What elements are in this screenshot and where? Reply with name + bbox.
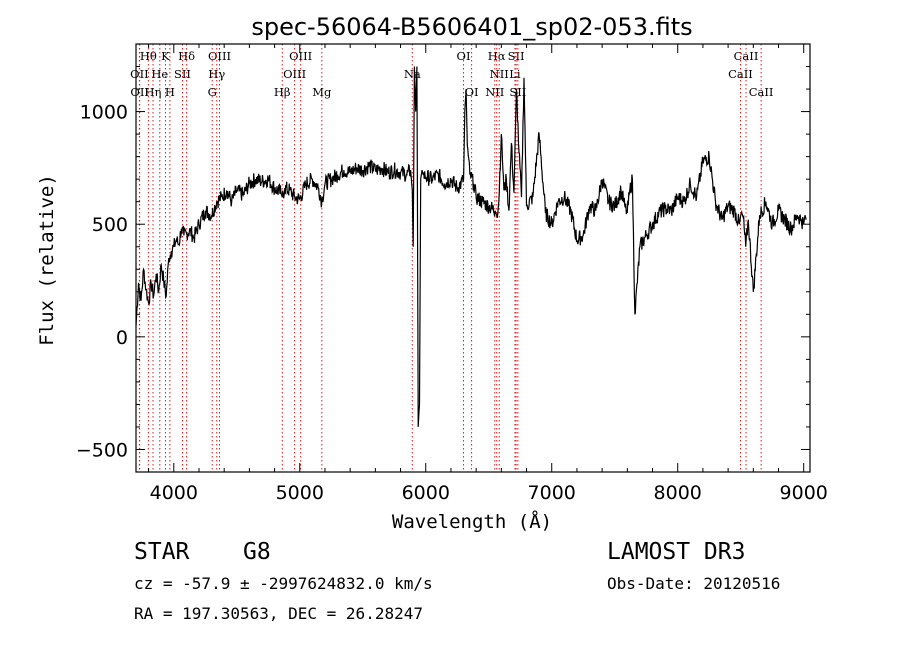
spectral-line-label: Hα (488, 49, 506, 63)
y-tick-label: 0 (116, 327, 128, 349)
spectral-line-label: NII (485, 85, 504, 99)
y-axis-label: Flux (relative) (36, 174, 58, 346)
x-tick-label: 9000 (780, 482, 828, 504)
x-tick-label: 7000 (528, 482, 576, 504)
spectral-line-label: H (165, 85, 175, 99)
spectral-line-label: OIII (283, 67, 306, 81)
chart-title: spec-56064-B5606401_sp02-053.fits (251, 13, 692, 41)
x-axis-ticks: 4000 5000 6000 7000 8000 9000 (148, 44, 828, 504)
spectral-line-label: SII (174, 67, 191, 81)
spectral-line-label: SII (508, 49, 525, 63)
x-axis-label: Wavelength (Å) (392, 510, 552, 533)
spectrum-series (135, 66, 807, 427)
object-class: STAR (134, 539, 190, 565)
x-tick-label: 6000 (402, 482, 450, 504)
spectral-line-label: OIII (289, 49, 312, 63)
spectral-line-label: OIII (208, 49, 231, 63)
spectral-line-label: OII (130, 67, 149, 81)
spectral-line-label: Hη (145, 85, 162, 99)
y-tick-label: 1000 (80, 102, 128, 124)
object-subclass: G8 (243, 539, 271, 565)
spectral-line-markers: Hθ OII OII K He Hη Hδ SII H OIII Hγ G OIII OIII Hβ Mg Na… (130, 44, 773, 472)
plot-frame (135, 43, 811, 473)
spectral-line-label: G (208, 85, 217, 99)
spectral-line-label: Hγ (208, 67, 225, 81)
coordinates: RA = 197.30563, DEC = 26.28247 (134, 604, 423, 623)
spectral-line-label: SII (509, 85, 526, 99)
x-tick-label: 8000 (654, 482, 702, 504)
spectral-line-label: Li (509, 67, 521, 81)
spectral-line-label: OI (465, 85, 479, 99)
spectral-line-label: CaII (749, 85, 774, 99)
y-tick-label: 500 (92, 214, 128, 236)
spectral-line-label: K (161, 49, 170, 63)
spectral-line-label: He (151, 67, 168, 81)
spectral-line-label: Hδ (178, 49, 195, 63)
x-tick-label: 5000 (276, 482, 324, 504)
y-axis-ticks: −500 0 500 1000 (76, 43, 810, 473)
spectral-line-label: OII (130, 85, 149, 99)
redshift-info: cz = -57.9 ± -2997624832.0 km/s (134, 574, 433, 593)
survey-name: LAMOST DR3 (607, 539, 745, 565)
spectral-line-label: Hθ (140, 49, 157, 63)
spectral-line-label: CaII (734, 49, 759, 63)
observation-date: Obs-Date: 20120516 (607, 574, 780, 593)
spectral-line-label: Hβ (274, 85, 291, 99)
spectral-line-label: Na (404, 67, 421, 81)
spectral-line-label: NII (490, 67, 509, 81)
x-tick-label: 4000 (150, 482, 198, 504)
spectral-line-label: Mg (312, 85, 332, 99)
spectral-line-label: OI (457, 49, 471, 63)
spectral-line-label: CaII (728, 67, 753, 81)
y-tick-label: −500 (76, 439, 128, 461)
